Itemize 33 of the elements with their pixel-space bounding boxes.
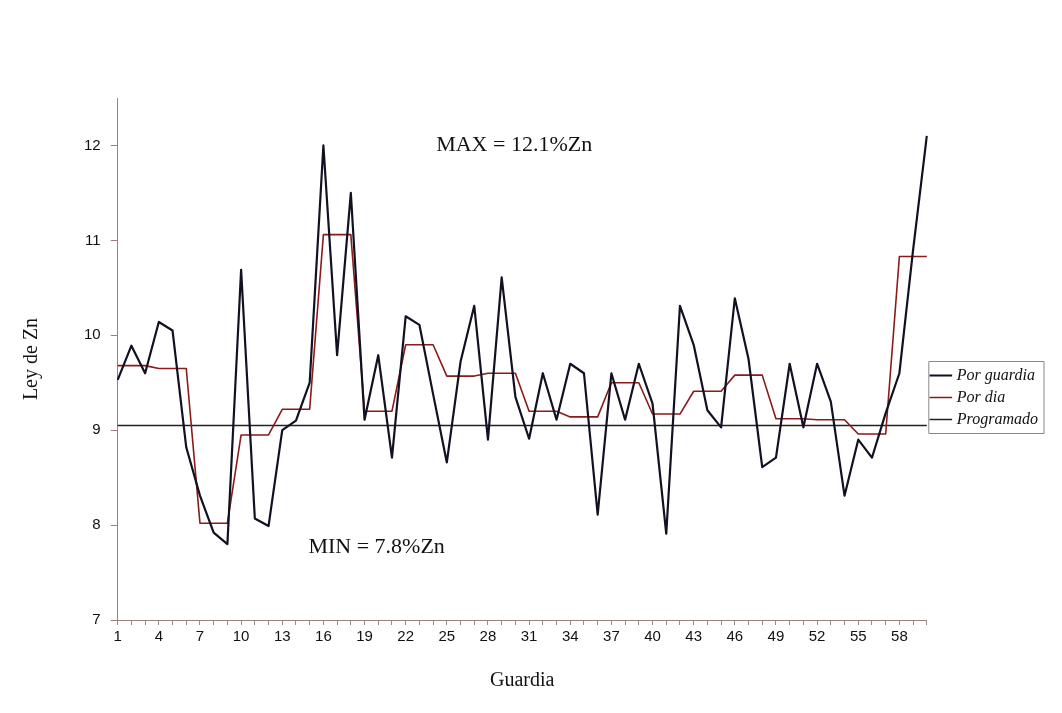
y-tick-label: 11 [85, 230, 101, 248]
x-tick-label: 49 [767, 627, 785, 645]
x-tick-label: 16 [315, 627, 332, 645]
x-tick-label: 19 [356, 627, 373, 645]
y-axis-title: Ley de Zn [19, 317, 43, 401]
legend-label: Por guardia [955, 365, 1035, 384]
x-tick-label: 1 [113, 627, 122, 645]
x-tick-label: 34 [561, 627, 579, 645]
x-tick-label: 25 [438, 627, 456, 645]
x-tick-label: 10 [232, 627, 250, 645]
x-tick-label: 37 [603, 627, 620, 645]
x-tick-label: 13 [273, 627, 291, 645]
y-tick-label: 9 [92, 420, 101, 438]
x-tick-label: 43 [685, 627, 703, 645]
x-tick-label: 58 [891, 627, 908, 645]
x-tick-label: 52 [808, 627, 826, 645]
annotation: MAX = 12.1%Zn [436, 130, 593, 156]
x-tick-label: 55 [849, 627, 867, 645]
x-axis-title: Guardia [490, 668, 555, 691]
x-tick-label: 7 [195, 627, 205, 645]
x-tick-label: 46 [726, 627, 744, 645]
y-tick-label: 8 [92, 515, 101, 533]
y-tick-label: 10 [84, 325, 101, 343]
annotation: MIN = 7.8%Zn [308, 532, 445, 558]
x-tick-label: 4 [154, 627, 163, 645]
x-tick-label: 22 [397, 627, 415, 645]
x-tick-label: 28 [479, 627, 497, 645]
x-tick-label: 31 [520, 627, 538, 645]
y-tick-label: 12 [84, 135, 101, 153]
x-tick-label: 40 [644, 627, 661, 645]
y-tick-label: 7 [92, 610, 101, 628]
legend-label: Programado [955, 409, 1038, 428]
legend-label: Por dia [955, 387, 1006, 405]
